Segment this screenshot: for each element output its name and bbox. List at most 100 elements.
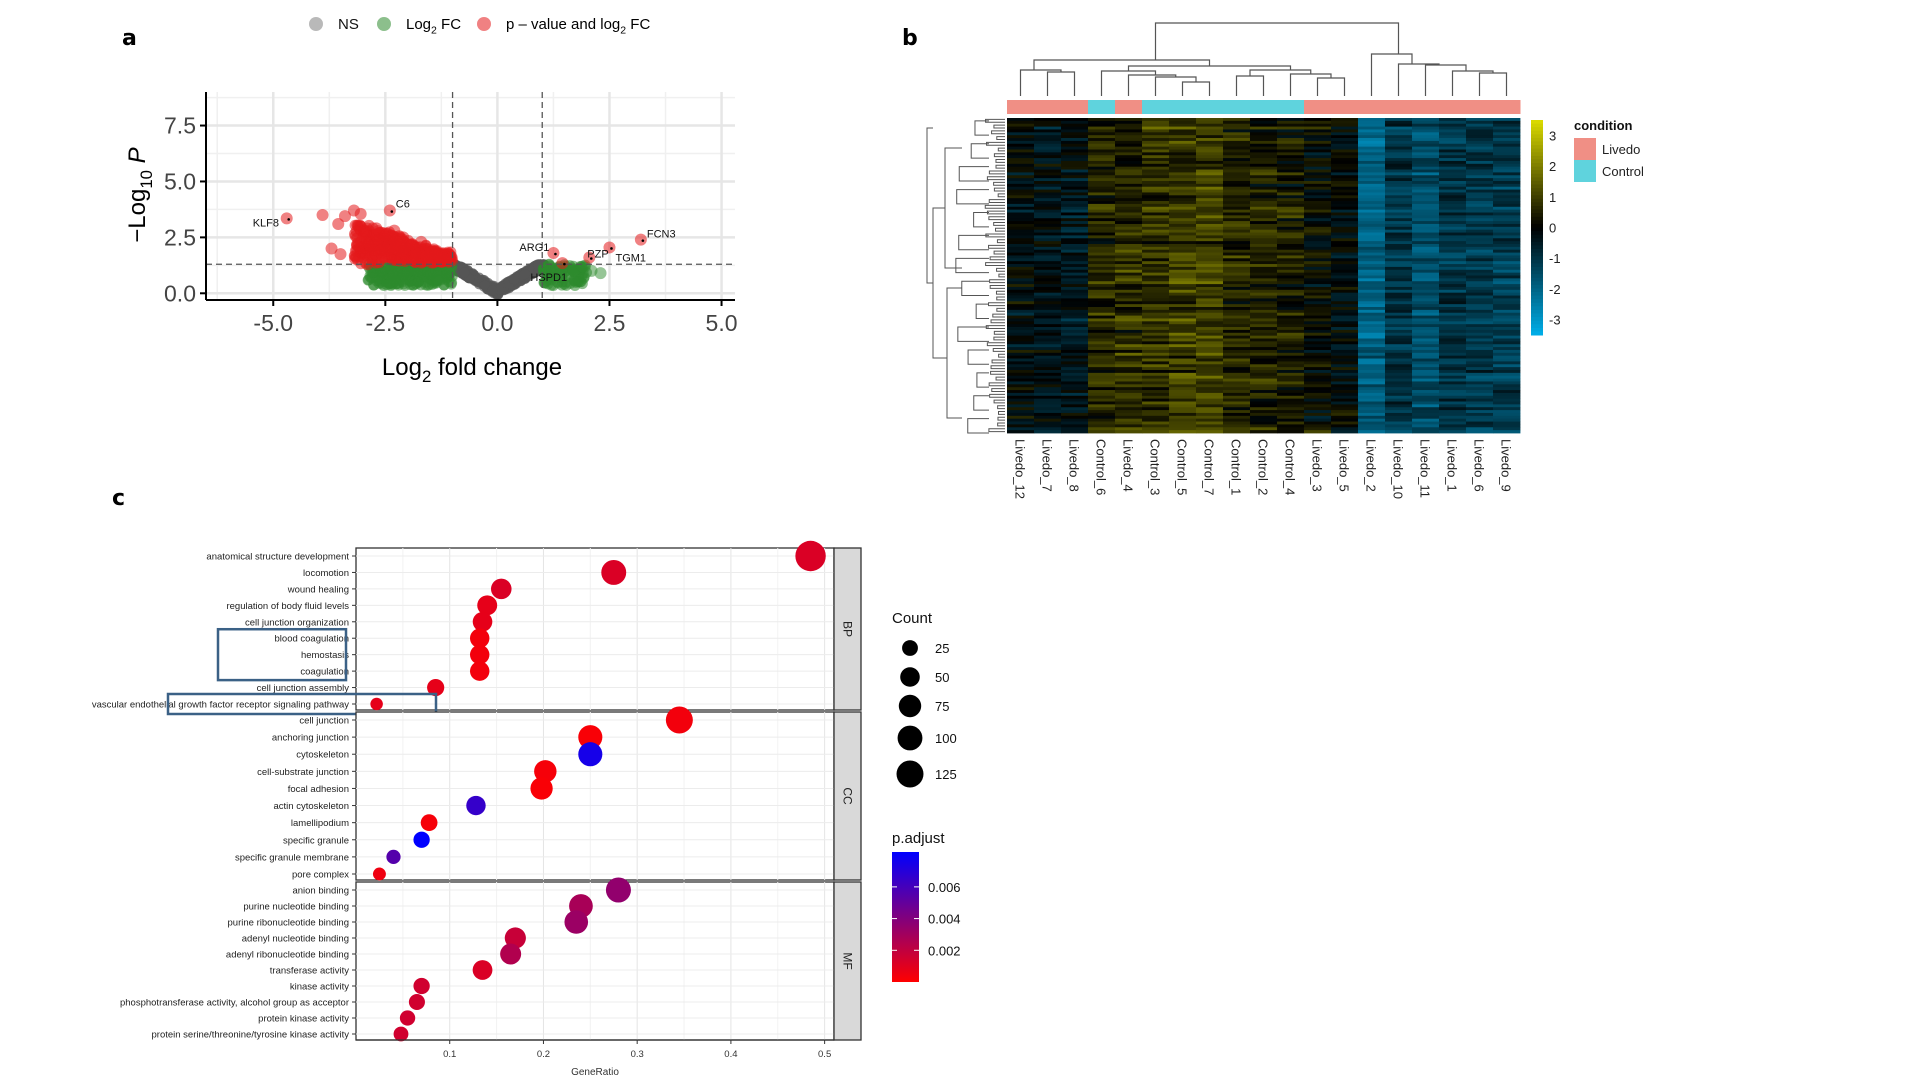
heatmap-cell (1439, 152, 1467, 156)
heatmap-cell (1331, 189, 1359, 193)
heatmap-cell (1412, 355, 1440, 359)
heatmap-cell (1223, 349, 1251, 354)
go-term-label: specific granule membrane (235, 852, 349, 863)
heatmap-cell (1061, 238, 1089, 242)
heatmap-cell (1142, 344, 1170, 348)
heatmap-cell (1196, 275, 1224, 279)
heatmap-cell (1088, 232, 1116, 236)
heatmap-cell (1358, 175, 1386, 179)
heatmap-cell (1142, 261, 1170, 265)
heatmap-cell (1277, 272, 1305, 276)
heatmap-cell (1223, 166, 1251, 170)
heatmap-cell (1115, 172, 1143, 176)
heatmap-cell (1007, 372, 1035, 377)
heatmap-cell (1142, 178, 1170, 182)
heatmap-cell (1385, 289, 1413, 294)
heatmap-cell (1466, 158, 1494, 162)
heatmap-cell (1061, 304, 1089, 308)
heatmap-cell (1250, 335, 1278, 339)
heatmap-cell (1250, 427, 1278, 431)
heatmap-cell (1385, 335, 1413, 339)
heatmap-cell (1142, 223, 1170, 228)
heatmap-cell (1493, 281, 1521, 285)
heatmap-cell (1412, 235, 1440, 239)
heatmap-cell (1196, 304, 1224, 308)
heatmap-cell (1466, 189, 1494, 193)
heatmap-cell (1439, 407, 1467, 411)
heatmap-cell (1061, 332, 1089, 337)
heatmap-cell (1331, 223, 1359, 228)
heatmap-cell (1385, 183, 1413, 188)
volcano-y-tick-label: 0.0 (164, 280, 196, 306)
heatmap-cell (1493, 261, 1521, 265)
heatmap-cell (1304, 169, 1332, 173)
heatmap-cell (1061, 375, 1089, 379)
size-legend-key (898, 694, 922, 718)
heatmap-cell (1196, 232, 1224, 236)
heatmap-cell (1331, 181, 1359, 185)
go-term-dot (665, 706, 693, 734)
heatmap-cell (1223, 149, 1251, 153)
heatmap-cell (1466, 120, 1494, 125)
heatmap-cell (1007, 349, 1035, 354)
heatmap-cell (1385, 392, 1413, 397)
heatmap-cell (1439, 195, 1467, 199)
heatmap-cell (1088, 155, 1116, 159)
volcano-point-sig (325, 242, 338, 255)
heatmap-cell (1277, 212, 1305, 216)
heatmap-cell (1061, 181, 1089, 185)
heatmap-cell (1061, 186, 1089, 190)
heatmap-cell (1385, 158, 1413, 162)
heatmap-cell (1412, 166, 1440, 170)
heatmap-cell (1466, 195, 1494, 199)
heatmap-cell (1142, 258, 1170, 262)
heatmap-cell (1061, 418, 1089, 422)
heatmap-cell (1088, 143, 1116, 148)
heatmap-cell (1250, 261, 1278, 265)
heatmap-cell (1034, 138, 1062, 142)
heatmap-cell (1493, 375, 1521, 379)
dendrogram-link (997, 193, 1005, 198)
go-term-label: regulation of body fluid levels (226, 601, 349, 612)
heatmap-cell (1466, 235, 1494, 239)
heatmap-cell (1439, 123, 1467, 127)
heatmap-cell (1088, 264, 1116, 268)
dendrogram-link (996, 296, 1005, 301)
heatmap-cell (1358, 352, 1386, 357)
heatmap-cell (1115, 249, 1143, 253)
heatmap-cell (1304, 327, 1332, 331)
heatmap-cell (1385, 387, 1413, 391)
heatmap-cell (1331, 129, 1359, 133)
heatmap-cell (1169, 421, 1197, 425)
heatmap-legend-key (1574, 138, 1596, 160)
volcano-point-fc (402, 266, 414, 278)
heatmap-cell (1358, 335, 1386, 339)
heatmap-cell (1331, 355, 1359, 359)
heatmap-cell (1007, 312, 1035, 316)
heatmap-cell (1142, 132, 1170, 136)
heatmap-cell (1493, 289, 1521, 294)
heatmap-cell (1061, 355, 1089, 359)
heatmap-cell (1169, 367, 1197, 371)
heatmap-cell (1169, 261, 1197, 265)
heatmap-cell (1466, 289, 1494, 294)
heatmap-cell (1385, 146, 1413, 150)
dendrogram-link (992, 313, 1005, 318)
heatmap-cell (1304, 195, 1332, 199)
heatmap-cell (1250, 241, 1278, 245)
heatmap-cell (1331, 269, 1359, 274)
heatmap-cell (1385, 278, 1413, 282)
heatmap-cell (1277, 427, 1305, 431)
heatmap-cell (1115, 118, 1143, 122)
heatmap-cell (1277, 160, 1305, 165)
heatmap-cell (1223, 232, 1251, 236)
heatmap-cell (1358, 307, 1386, 311)
heatmap-cell (1304, 155, 1332, 159)
volcano-point-sig (349, 230, 361, 242)
heatmap-cell (1412, 275, 1440, 279)
heatmap-cell (1169, 281, 1197, 285)
heatmap-cell (1088, 352, 1116, 357)
heatmap-cell (1115, 281, 1143, 285)
heatmap-cell (1034, 332, 1062, 337)
heatmap-cell (1493, 407, 1521, 411)
